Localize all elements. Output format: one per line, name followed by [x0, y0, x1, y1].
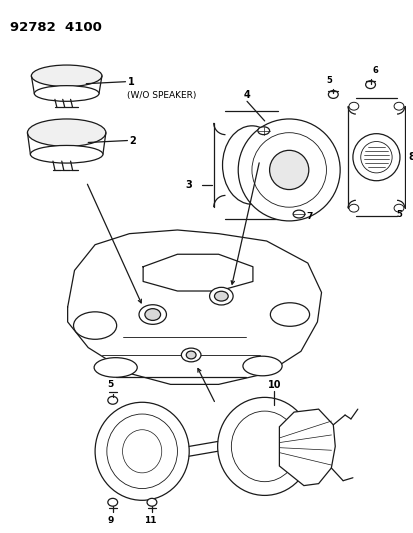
- Text: 6: 6: [372, 66, 377, 75]
- Text: 5: 5: [326, 76, 332, 85]
- Ellipse shape: [107, 498, 117, 506]
- Ellipse shape: [270, 303, 309, 326]
- Ellipse shape: [217, 398, 311, 495]
- Ellipse shape: [214, 291, 228, 301]
- Ellipse shape: [352, 134, 399, 181]
- Text: 5: 5: [107, 379, 114, 389]
- Text: 9: 9: [107, 516, 114, 525]
- Ellipse shape: [348, 204, 358, 212]
- Text: 10: 10: [267, 379, 280, 390]
- Ellipse shape: [393, 204, 403, 212]
- Ellipse shape: [231, 411, 297, 482]
- Ellipse shape: [237, 119, 339, 221]
- Text: 1: 1: [127, 77, 134, 87]
- Ellipse shape: [94, 358, 137, 377]
- Polygon shape: [279, 409, 335, 486]
- Ellipse shape: [257, 127, 269, 135]
- Ellipse shape: [181, 348, 200, 362]
- Ellipse shape: [107, 397, 117, 404]
- Ellipse shape: [292, 210, 304, 218]
- Ellipse shape: [95, 402, 189, 500]
- Text: 8: 8: [408, 152, 413, 162]
- Ellipse shape: [147, 498, 157, 506]
- Ellipse shape: [34, 86, 99, 101]
- Ellipse shape: [393, 102, 403, 110]
- Ellipse shape: [107, 414, 177, 489]
- Text: 7: 7: [306, 212, 313, 221]
- Text: (W/O SPEAKER): (W/O SPEAKER): [127, 91, 196, 100]
- Ellipse shape: [252, 133, 326, 207]
- Ellipse shape: [145, 309, 160, 320]
- Ellipse shape: [222, 126, 281, 204]
- Ellipse shape: [186, 351, 196, 359]
- Ellipse shape: [74, 312, 116, 340]
- Ellipse shape: [242, 356, 281, 376]
- Text: 92782  4100: 92782 4100: [10, 21, 102, 34]
- Text: 2: 2: [129, 135, 136, 146]
- Ellipse shape: [365, 80, 375, 88]
- Ellipse shape: [328, 91, 337, 99]
- Text: 11: 11: [143, 516, 156, 525]
- Ellipse shape: [30, 146, 103, 163]
- Ellipse shape: [31, 65, 102, 86]
- Text: 5: 5: [395, 210, 401, 219]
- Ellipse shape: [209, 287, 233, 305]
- Ellipse shape: [122, 430, 161, 473]
- Text: 4: 4: [243, 91, 250, 100]
- Ellipse shape: [360, 141, 391, 173]
- Ellipse shape: [269, 150, 308, 190]
- Ellipse shape: [27, 119, 106, 147]
- Text: 3: 3: [185, 180, 192, 190]
- Ellipse shape: [139, 305, 166, 325]
- Ellipse shape: [348, 102, 358, 110]
